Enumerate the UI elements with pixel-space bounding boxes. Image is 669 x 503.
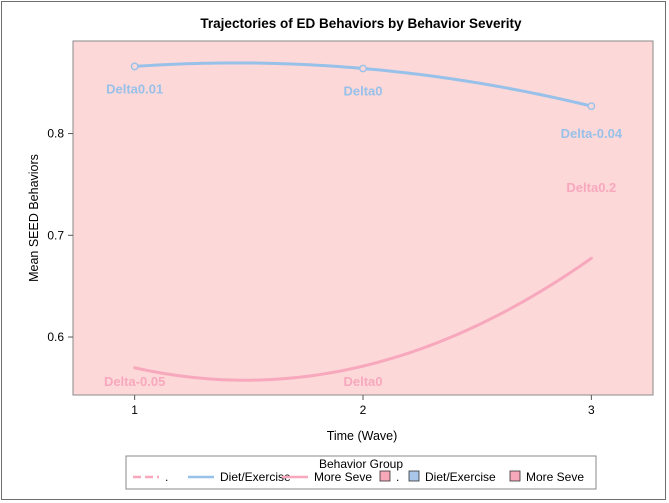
legend-label: More Seve [314, 470, 372, 484]
x-tick-label: 2 [360, 403, 367, 417]
legend-label: Diet/Exercise [220, 470, 291, 484]
x-axis-label: Time (Wave) [327, 429, 398, 443]
x-axis: 1 2 3 [131, 395, 595, 417]
x-tick-label: 1 [131, 403, 138, 417]
legend-label: More Seve [526, 470, 584, 484]
legend-swatch [408, 470, 420, 482]
legend-label: Diet/Exercise [425, 470, 496, 484]
data-label: Delta0 [343, 374, 382, 389]
series-line-more-seve [133, 256, 593, 382]
data-label: Delta0 [343, 83, 382, 98]
legend-label: . [396, 470, 399, 484]
data-point [587, 102, 596, 111]
data-label: Delta-0.04 [561, 126, 623, 141]
legend: Behavior Group . Diet/Exercise More Seve. D… [125, 455, 597, 490]
data-label: Delta0.2 [566, 180, 616, 195]
x-tick-label: 3 [588, 403, 595, 417]
data-point [359, 64, 367, 73]
series-layer [130, 61, 596, 382]
y-tick-label: 0.8 [47, 127, 64, 141]
plot-area [72, 40, 654, 396]
legend-label: . [165, 470, 168, 484]
legend-swatch [509, 470, 521, 482]
y-axis: 0.6 0.7 0.8 [47, 127, 73, 344]
y-tick-label: 0.7 [47, 228, 64, 242]
legend-title: Behavior Group [319, 457, 403, 471]
y-axis-label: Mean SEED Behaviors [27, 154, 41, 282]
data-label: Delta-0.05 [104, 374, 165, 389]
data-point [130, 62, 139, 71]
legend-entries: . Diet/Exercise More Seve. Diet/Exercise Mor… [133, 470, 584, 484]
data-label-layer: Delta0.01 Delta0 Delta-0.04 Delta-0.05 Delta… [104, 81, 623, 389]
chart-title: Trajectories of ED Behaviors by Behavior… [200, 16, 522, 31]
legend-swatch [379, 470, 391, 482]
data-label: Delta0.01 [106, 81, 163, 96]
y-tick-label: 0.6 [47, 330, 64, 344]
